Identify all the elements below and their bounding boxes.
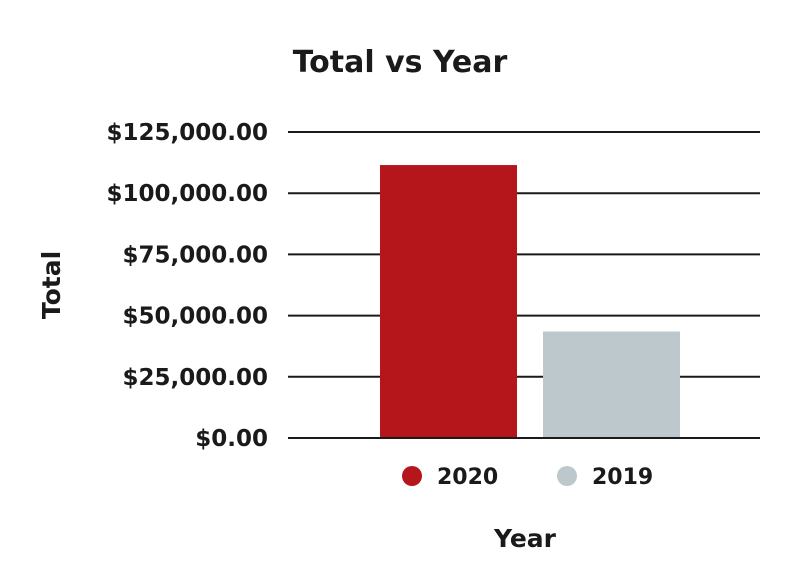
y-tick-label: $125,000.00 bbox=[106, 120, 268, 146]
bars bbox=[288, 165, 760, 439]
y-tick-label: $25,000.00 bbox=[122, 365, 268, 391]
y-axis-label: Total bbox=[37, 251, 66, 319]
legend-label-2019: 2019 bbox=[592, 465, 653, 490]
chart-title: Total vs Year bbox=[293, 45, 508, 80]
y-axis-tick-labels: $0.00 $25,000.00 $50,000.00 $75,000.00 $100,… bbox=[106, 120, 268, 452]
gridlines bbox=[288, 131, 760, 439]
y-tick-label: $75,000.00 bbox=[122, 242, 268, 268]
y-tick-label: $50,000.00 bbox=[122, 304, 268, 330]
y-tick-label: $0.00 bbox=[195, 426, 268, 452]
legend-swatch-2020 bbox=[402, 466, 422, 486]
bar-2019 bbox=[543, 331, 680, 438]
y-tick-label: $100,000.00 bbox=[106, 181, 268, 207]
legend-label-2020: 2020 bbox=[437, 465, 498, 490]
legend-swatch-2019 bbox=[557, 466, 577, 486]
legend: 2020 2019 bbox=[402, 465, 653, 490]
x-axis-label: Year bbox=[493, 524, 557, 553]
bar-2020 bbox=[380, 165, 517, 438]
